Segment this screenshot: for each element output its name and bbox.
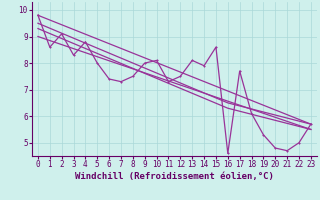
X-axis label: Windchill (Refroidissement éolien,°C): Windchill (Refroidissement éolien,°C) [75,172,274,181]
